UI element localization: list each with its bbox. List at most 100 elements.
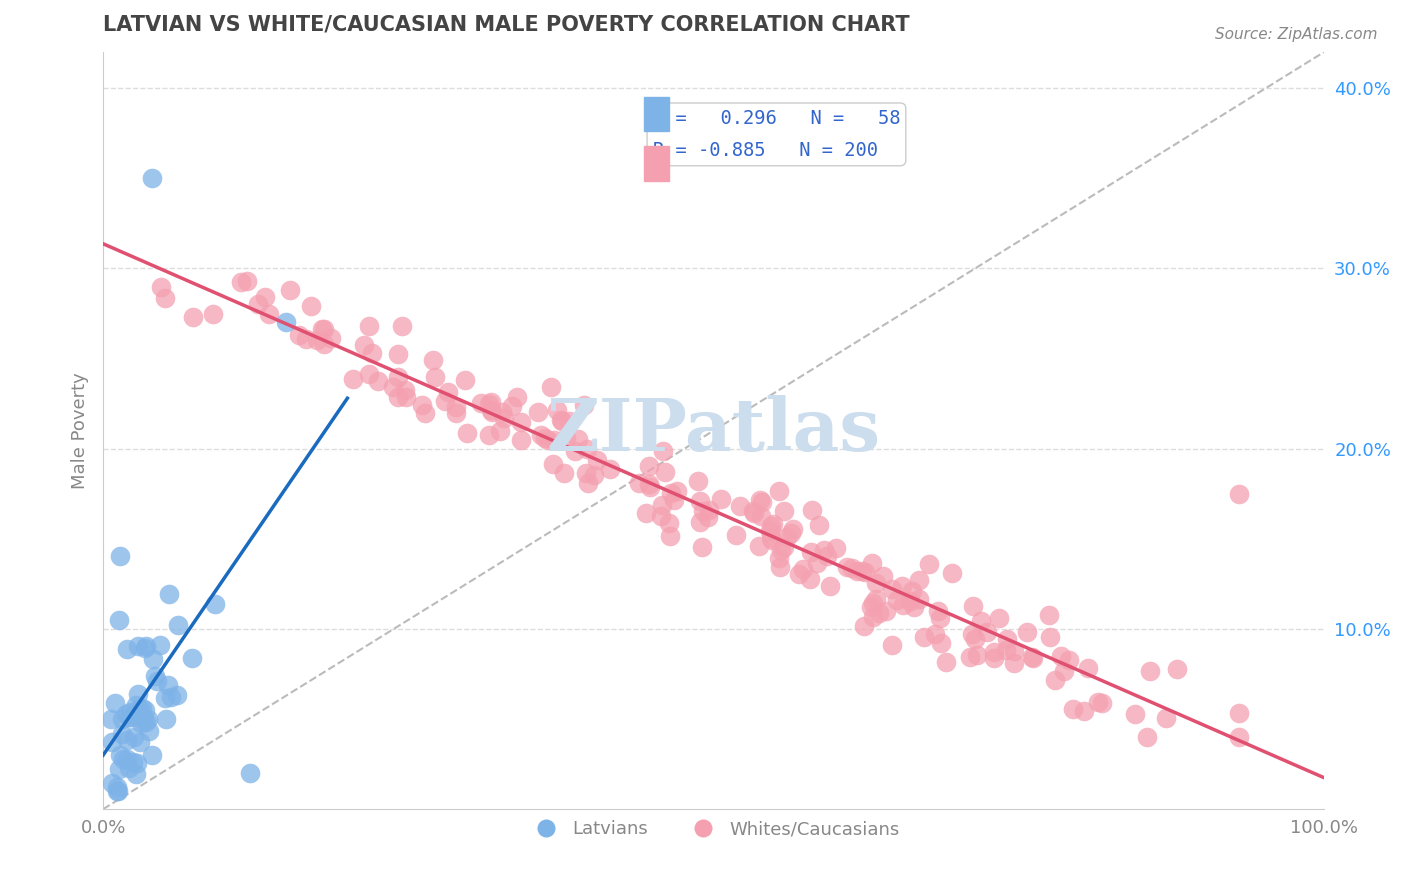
Point <box>769 543 792 558</box>
Point <box>918 558 941 572</box>
Point <box>853 565 876 579</box>
Point <box>127 687 149 701</box>
Point <box>640 480 662 494</box>
Point <box>201 307 224 321</box>
Point <box>357 367 380 381</box>
Point <box>599 461 621 475</box>
Point <box>690 540 713 554</box>
Point <box>456 426 478 441</box>
Point <box>122 755 145 769</box>
Point <box>494 411 516 425</box>
Point <box>815 549 838 564</box>
Point <box>118 761 141 775</box>
Point <box>478 397 501 411</box>
Point <box>654 465 676 479</box>
Point <box>865 575 887 590</box>
Point <box>425 370 447 384</box>
Point <box>651 498 673 512</box>
Point <box>1229 730 1251 744</box>
Point <box>782 522 804 536</box>
Point <box>1038 607 1060 622</box>
Point <box>145 673 167 688</box>
Point <box>541 457 564 471</box>
Point <box>710 492 733 507</box>
Point <box>1087 695 1109 709</box>
Point <box>575 466 598 480</box>
Point <box>759 531 782 545</box>
Point <box>150 280 173 294</box>
Point <box>692 504 714 518</box>
Point <box>768 551 790 566</box>
Point <box>115 641 138 656</box>
Point <box>422 352 444 367</box>
Point <box>100 776 122 790</box>
Point <box>846 564 869 578</box>
Point <box>1123 707 1146 722</box>
Point <box>987 611 1010 625</box>
Point <box>160 690 183 705</box>
Point <box>724 528 747 542</box>
Point <box>479 395 502 409</box>
Point <box>898 594 921 608</box>
Point <box>136 712 159 726</box>
Point <box>1139 664 1161 678</box>
Bar <box>644 146 669 180</box>
Point <box>367 374 389 388</box>
Point <box>138 723 160 738</box>
Point <box>387 370 409 384</box>
Point <box>730 499 752 513</box>
Point <box>689 515 711 529</box>
Point <box>470 396 492 410</box>
Point <box>1021 649 1043 664</box>
Point <box>1227 706 1250 720</box>
Point <box>153 691 176 706</box>
Point <box>481 405 503 419</box>
Point <box>134 640 156 655</box>
Point <box>434 393 457 408</box>
Point <box>575 442 598 456</box>
Point <box>813 543 835 558</box>
Point <box>437 384 460 399</box>
Point <box>1154 711 1177 725</box>
Point <box>651 444 673 458</box>
Point <box>108 613 131 627</box>
Point <box>853 619 876 633</box>
Point <box>132 712 155 726</box>
Text: ZIPatlas: ZIPatlas <box>547 395 880 466</box>
Point <box>295 332 318 346</box>
Y-axis label: Male Poverty: Male Poverty <box>72 372 89 489</box>
Point <box>444 407 467 421</box>
Point <box>111 712 134 726</box>
Point <box>891 598 914 612</box>
Point <box>582 468 605 483</box>
Point <box>115 733 138 747</box>
Point <box>886 593 908 607</box>
Point <box>1062 702 1084 716</box>
Point <box>540 380 562 394</box>
Point <box>553 467 575 481</box>
Point <box>551 414 574 428</box>
Point <box>1043 673 1066 687</box>
Point <box>941 566 963 581</box>
Point <box>107 784 129 798</box>
Point <box>135 639 157 653</box>
Point <box>167 618 190 632</box>
Point <box>741 504 763 518</box>
Point <box>181 651 204 665</box>
Point <box>101 734 124 748</box>
Point <box>1136 730 1159 744</box>
Point <box>510 433 533 447</box>
Point <box>299 299 322 313</box>
Point <box>1073 705 1095 719</box>
Point <box>808 518 831 533</box>
Point <box>969 614 991 628</box>
Point <box>772 540 794 554</box>
Point <box>742 506 765 520</box>
Point <box>935 655 957 669</box>
Point <box>882 582 904 596</box>
Point <box>357 319 380 334</box>
Point <box>257 307 280 321</box>
Point <box>769 560 792 574</box>
Point <box>924 627 946 641</box>
Point <box>658 516 681 530</box>
